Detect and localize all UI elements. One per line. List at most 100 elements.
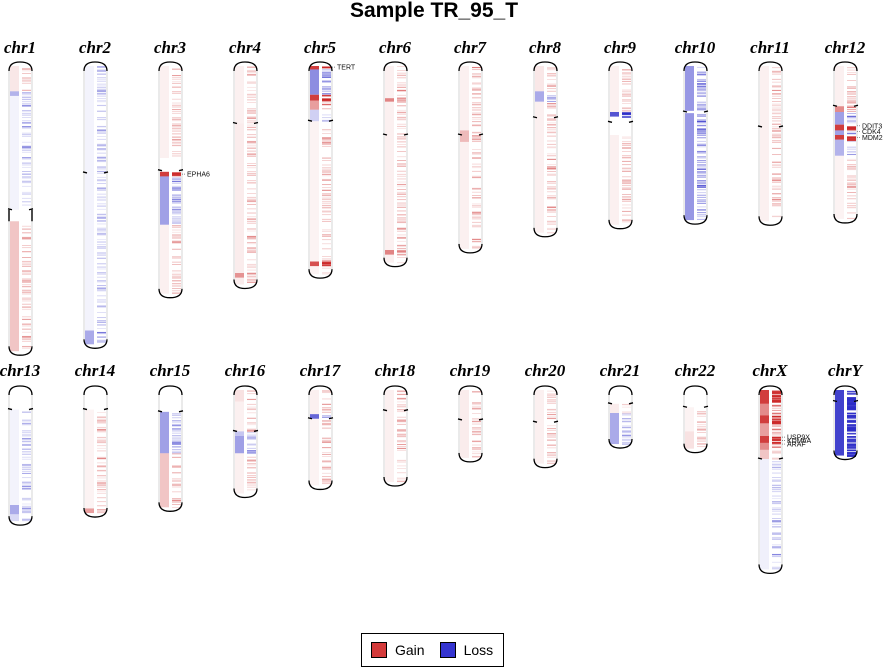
chromosome-outline <box>458 71 483 244</box>
probe-lines <box>22 92 31 96</box>
legend-loss: Loss <box>439 642 493 658</box>
cn-segment <box>310 390 319 415</box>
probe-lines <box>772 67 781 218</box>
telomere-bottom <box>608 439 633 449</box>
cn-segment <box>610 413 619 445</box>
chromosome-label: chr2 <box>79 38 112 57</box>
chromosome-chr14: chr14 <box>75 361 115 518</box>
chromosome-chrX: chrX <box>753 361 788 575</box>
telomere-bottom <box>308 269 333 279</box>
telomere-bottom <box>383 257 408 268</box>
cn-segment <box>610 135 619 225</box>
chromosome-outline <box>308 71 333 270</box>
centromere-mark <box>682 405 709 408</box>
probe-lines <box>472 132 481 140</box>
probe-lines <box>247 124 256 283</box>
centromere-mark <box>7 407 34 411</box>
telomere-top <box>533 385 558 396</box>
chromosome-outline <box>383 395 408 477</box>
telomere-bottom <box>458 452 483 463</box>
probe-lines <box>397 250 406 255</box>
telomere-bottom <box>533 458 558 469</box>
probe-lines <box>697 411 706 431</box>
chromosome-label: chr15 <box>150 361 191 380</box>
cn-segment <box>385 250 394 255</box>
chromosome-chr11: chr11 <box>750 38 790 226</box>
probe-lines <box>322 261 331 267</box>
cn-segment <box>85 330 94 345</box>
chromosome-label: chr13 <box>0 361 41 380</box>
chromosome-label: chr4 <box>229 38 261 57</box>
chromosome-outline <box>833 71 858 214</box>
probe-lines <box>772 461 781 570</box>
chromosome-outline <box>533 71 558 228</box>
chromosome-chr2: chr2 <box>79 38 112 349</box>
probe-lines <box>172 68 181 157</box>
probe-lines <box>97 331 106 343</box>
chromosome-chr20: chr20 <box>525 361 566 469</box>
telomere-top <box>758 61 783 72</box>
legend-gain: Gain <box>371 642 425 658</box>
cn-segment <box>835 124 844 131</box>
telomere-top <box>833 61 858 72</box>
chromosome-outline <box>833 395 858 451</box>
cn-segment <box>685 66 694 111</box>
probe-lines <box>547 103 556 234</box>
cn-segment <box>760 442 769 450</box>
centromere-mark <box>532 420 559 423</box>
chromosome-label: chr5 <box>304 38 337 57</box>
centromere-mark <box>382 133 409 136</box>
probe-lines <box>772 443 781 448</box>
cn-segment <box>610 403 619 413</box>
chromosome-chr4: chr4 <box>229 38 261 290</box>
chromosome-outline <box>383 71 408 258</box>
centromere-mark <box>382 409 409 412</box>
chromosome-chr15: chr15 <box>150 361 191 512</box>
gain-swatch <box>371 642 387 658</box>
probe-lines <box>247 432 256 437</box>
cn-segment <box>160 411 169 454</box>
cn-segment <box>610 112 619 117</box>
probe-lines <box>322 266 331 275</box>
telomere-top <box>608 385 633 396</box>
probe-lines <box>397 390 406 483</box>
chromosome-label: chr17 <box>300 361 342 380</box>
telomere-top <box>308 61 333 72</box>
chromosome-label: chr8 <box>529 38 562 57</box>
centromere-mark <box>457 133 484 136</box>
cn-segment <box>835 106 844 112</box>
telomere-bottom <box>683 215 708 225</box>
cn-segment <box>310 418 319 486</box>
cn-segment <box>235 401 244 432</box>
centromere-mark <box>757 125 784 128</box>
cn-segment <box>160 224 169 294</box>
chromosome-outline <box>758 71 783 217</box>
chromosome-outline <box>83 71 108 340</box>
probe-lines <box>322 94 331 102</box>
probe-lines <box>247 273 256 279</box>
cn-segment <box>235 431 244 436</box>
centromere-mark <box>532 116 559 119</box>
telomere-top <box>233 61 258 72</box>
probe-lines <box>322 390 331 413</box>
cn-segment <box>235 390 244 402</box>
cn-segment <box>10 95 19 210</box>
probe-lines <box>172 177 181 224</box>
chromosome-chr7: chr7 <box>454 38 488 254</box>
cn-segment <box>310 414 319 419</box>
cn-segment <box>460 130 469 142</box>
centromere-mark <box>832 104 859 107</box>
chromosome-chr6: chr6 <box>379 38 412 268</box>
cn-segment <box>535 91 544 102</box>
cn-segment <box>310 100 319 110</box>
cn-segment <box>310 121 319 262</box>
telomere-bottom <box>833 213 858 224</box>
telomere-top <box>533 61 558 72</box>
centromere-mark <box>82 171 109 174</box>
cn-segment <box>685 407 694 432</box>
karyogram: chr1 chr2 chr3 chr4 chr5 chr6 chr7 chr8 chr9 chr1… <box>0 38 883 575</box>
cn-segment <box>835 139 844 156</box>
chromosome-chr12: chr12 <box>825 38 866 224</box>
telomere-bottom <box>233 488 258 499</box>
cn-segment <box>235 123 244 285</box>
